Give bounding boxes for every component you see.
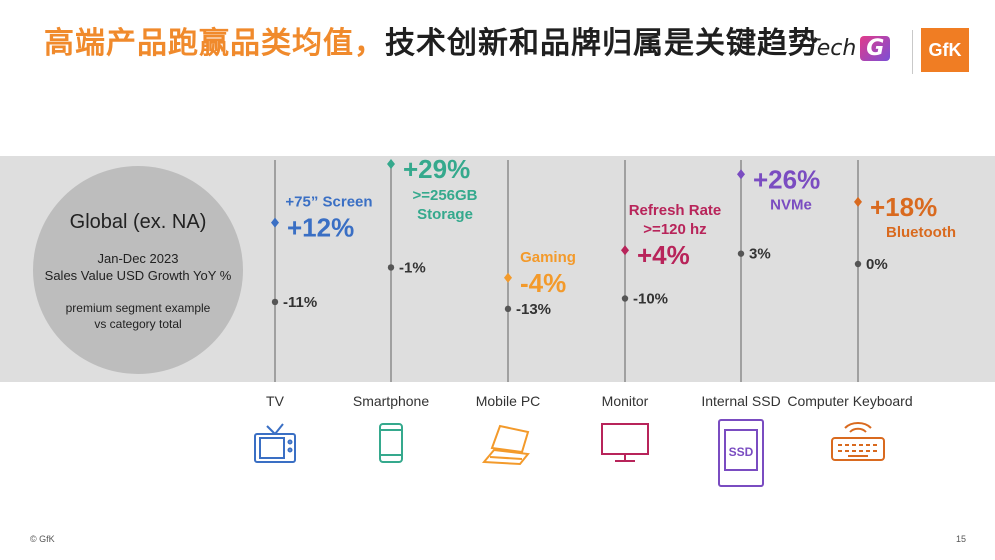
techg-logo-text: Tech bbox=[806, 36, 857, 61]
title-rest: 技术创新和品牌归属是关键趋势 bbox=[385, 27, 819, 60]
total-label: 3% bbox=[749, 246, 771, 263]
premium-label: -4% bbox=[520, 268, 566, 298]
premium-point bbox=[504, 272, 512, 283]
premium-description: >=256GB bbox=[412, 187, 477, 204]
premium-description: +75” Screen bbox=[285, 194, 372, 211]
premium-point bbox=[271, 217, 279, 228]
summary-circle: Global (ex. NA) Jan-Dec 2023 Sales Value… bbox=[33, 166, 243, 374]
premium-description: Refresh Rate bbox=[629, 202, 722, 219]
total-point bbox=[621, 295, 629, 302]
category-label: Computer Keyboard bbox=[787, 393, 912, 409]
circle-title: Global (ex. NA) bbox=[69, 211, 207, 233]
total-point bbox=[504, 305, 512, 313]
premium-point bbox=[737, 169, 745, 180]
category-label: Mobile PC bbox=[476, 393, 541, 409]
premium-label: +18% bbox=[870, 192, 937, 222]
total-point bbox=[854, 260, 862, 268]
premium-label: +4% bbox=[637, 240, 690, 270]
category-label: Internal SSD bbox=[701, 393, 780, 409]
keyboard-icon bbox=[831, 421, 885, 461]
premium-description: Bluetooth bbox=[886, 224, 956, 241]
total-label: 0% bbox=[866, 256, 888, 273]
total-label: -13% bbox=[516, 301, 551, 318]
circle-note-line2: vs category total bbox=[94, 317, 182, 331]
monitor-icon bbox=[601, 423, 649, 462]
techg-logo: Tech G bbox=[806, 36, 891, 61]
ssd-icon: SSD bbox=[718, 419, 764, 487]
premium-label: +26% bbox=[753, 164, 820, 194]
total-point bbox=[737, 250, 745, 257]
total-point bbox=[387, 264, 395, 271]
category-label: TV bbox=[266, 393, 285, 409]
svg-text:SSD: SSD bbox=[729, 445, 754, 459]
techg-logo-mark: G bbox=[860, 36, 891, 61]
premium-point bbox=[621, 245, 629, 256]
premium-description: Gaming bbox=[520, 249, 576, 266]
laptop-icon bbox=[481, 424, 530, 466]
tv-icon bbox=[254, 423, 296, 463]
page-number: 15 bbox=[956, 534, 967, 544]
premium-label: +12% bbox=[287, 213, 354, 243]
total-label: -10% bbox=[633, 291, 668, 308]
premium-point bbox=[387, 158, 395, 169]
premium-point bbox=[854, 196, 862, 207]
total-label: -1% bbox=[399, 259, 426, 276]
circle-note-line1: premium segment example bbox=[65, 301, 211, 315]
copyright: © GfK bbox=[30, 534, 55, 544]
total-label: -11% bbox=[283, 294, 317, 311]
page-title: 高端产品跑赢品类均值，技术创新和品牌归属是关键趋势 bbox=[44, 18, 819, 62]
premium-description: >=120 hz bbox=[643, 221, 706, 238]
total-point bbox=[271, 298, 279, 306]
growth-chart: -11% +12% +75” Screen TV -1% +29% >=256GB Stora… bbox=[254, 154, 956, 487]
gfk-logo: GfK bbox=[921, 28, 969, 72]
circle-metric: Sales Value USD Growth YoY % bbox=[44, 268, 232, 283]
premium-description: Storage bbox=[417, 206, 473, 223]
title-highlight: 高端产品跑赢品类均值， bbox=[44, 27, 385, 60]
smartphone-icon bbox=[379, 423, 403, 463]
logo-divider bbox=[912, 30, 913, 74]
category-label: Smartphone bbox=[353, 393, 429, 409]
category-label: Monitor bbox=[602, 393, 649, 409]
circle-period: Jan-Dec 2023 bbox=[97, 251, 179, 266]
premium-description: NVMe bbox=[770, 196, 812, 213]
premium-label: +29% bbox=[403, 154, 470, 184]
